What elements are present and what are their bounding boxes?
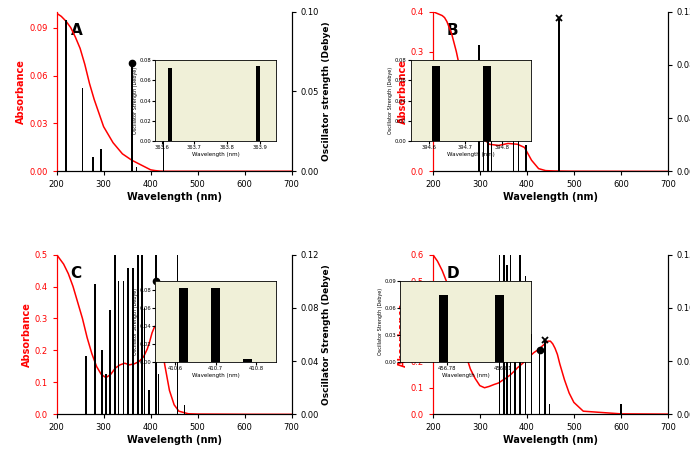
Bar (105, 375, 107, 414)
Bar (484, 66, 491, 141)
X-axis label: Wavelength (nm): Wavelength (nm) (127, 435, 221, 445)
Bar (499, 0, 500, 414)
Bar (509, 223, 511, 414)
Bar (549, 404, 550, 414)
X-axis label: Wavelength (nm): Wavelength (nm) (127, 192, 221, 202)
Bar (620, 404, 622, 414)
Bar (514, 334, 516, 414)
Y-axis label: Oscillator Strength (Debye): Oscillator Strength (Debye) (388, 67, 393, 134)
Bar (163, 117, 164, 171)
Bar (158, 375, 159, 414)
Bar (101, 149, 102, 171)
Y-axis label: Absorbance: Absorbance (397, 302, 408, 367)
Bar (506, 265, 508, 414)
Y-axis label: Oscillator Strength (Debye): Oscillator Strength (Debye) (133, 288, 138, 355)
Bar (531, 334, 533, 414)
Bar (155, 0, 157, 414)
Bar (132, 268, 134, 414)
Bar (256, 66, 260, 141)
Bar (544, 340, 546, 414)
Bar (519, 116, 521, 414)
X-axis label: Wavelength (nm): Wavelength (nm) (442, 373, 490, 378)
Bar (525, 145, 526, 171)
Bar (141, 255, 143, 414)
Bar (168, 68, 172, 141)
Y-axis label: Absorbance: Absorbance (397, 59, 408, 124)
Bar (65, 19, 67, 171)
Bar (539, 350, 540, 414)
Bar (504, 20, 505, 414)
Bar (244, 359, 253, 362)
Bar (110, 311, 111, 414)
Bar (184, 405, 186, 414)
Bar (101, 350, 103, 414)
Y-axis label: Absorbance: Absorbance (21, 302, 32, 367)
X-axis label: Wavelength (nm): Wavelength (nm) (503, 192, 598, 202)
Bar (118, 281, 119, 414)
Bar (177, 168, 178, 414)
Bar (478, 45, 480, 171)
X-axis label: Wavelength (nm): Wavelength (nm) (192, 152, 239, 157)
Bar (92, 157, 94, 171)
Text: B: B (447, 23, 459, 38)
Bar (136, 167, 137, 171)
Bar (432, 66, 440, 141)
Bar (513, 71, 515, 171)
X-axis label: Wavelength (nm): Wavelength (nm) (447, 152, 495, 157)
Bar (85, 356, 86, 414)
Text: C: C (70, 266, 82, 281)
Bar (95, 284, 96, 414)
Y-axis label: Oscillator strength (Debye): Oscillator strength (Debye) (322, 22, 331, 161)
Bar (524, 276, 526, 414)
Bar (137, 0, 139, 414)
Bar (518, 71, 519, 171)
Text: D: D (447, 266, 460, 281)
X-axis label: Wavelength (nm): Wavelength (nm) (192, 373, 239, 378)
Bar (114, 241, 116, 414)
Y-axis label: Oscillator Strength (Debye): Oscillator Strength (Debye) (322, 264, 331, 405)
X-axis label: Wavelength (nm): Wavelength (nm) (503, 435, 598, 445)
Bar (131, 63, 132, 171)
Bar (483, 121, 484, 171)
Bar (123, 281, 124, 414)
Bar (81, 88, 83, 171)
Bar (558, 18, 560, 171)
Bar (495, 294, 504, 362)
Bar (144, 308, 146, 414)
Bar (148, 390, 150, 414)
Y-axis label: Absorbance: Absorbance (17, 59, 26, 124)
Bar (127, 268, 129, 414)
Bar (491, 68, 493, 171)
Bar (487, 134, 489, 171)
Y-axis label: Oscillator Strength (Debye): Oscillator Strength (Debye) (133, 67, 138, 134)
Bar (439, 294, 448, 362)
Y-axis label: Oscillator Strength (Debye): Oscillator Strength (Debye) (378, 288, 383, 355)
Bar (211, 288, 220, 362)
Text: A: A (70, 23, 82, 38)
Bar (179, 288, 188, 362)
